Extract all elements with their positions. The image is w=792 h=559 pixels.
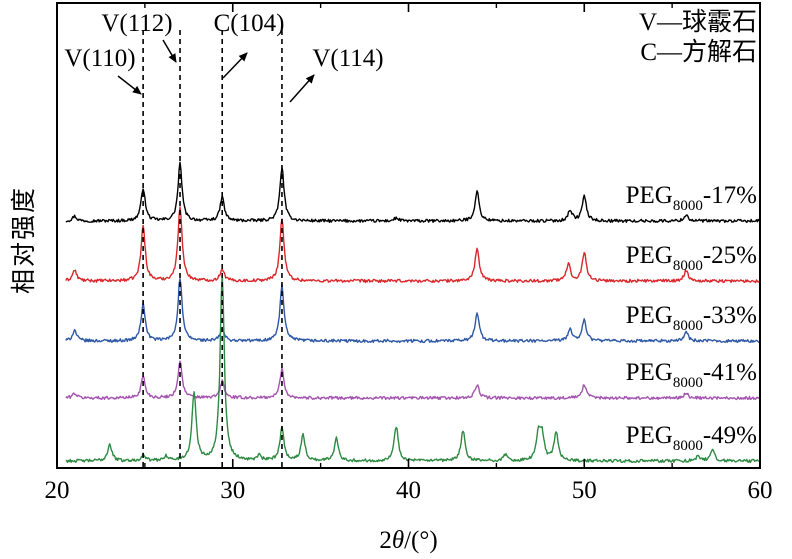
- x-tick-label: 20: [45, 477, 70, 504]
- x-tick-label: 40: [396, 477, 421, 504]
- peak-arrow-1: [117, 75, 142, 95]
- series-label-4: PEG8000-41%: [626, 359, 757, 391]
- x-tick-label: 50: [572, 477, 597, 504]
- series-line-5: [65, 274, 760, 464]
- peak-arrow-4: [289, 74, 315, 103]
- series-line-3: [65, 278, 761, 344]
- x-axis-title: 2θ/(°): [379, 527, 437, 554]
- legend-entry-1: V—球霰石: [639, 8, 757, 36]
- peak-arrow-3: [222, 52, 248, 79]
- peak-label-4: V(114): [312, 45, 383, 72]
- series-line-2: [65, 206, 761, 284]
- legend-entry-2: C—方解石: [640, 38, 757, 66]
- peak-arrow-2: [162, 39, 177, 63]
- series-label-3: PEG8000-33%: [626, 302, 757, 334]
- y-axis-title: 相对强度: [10, 186, 38, 294]
- series-label-5: PEG8000-49%: [626, 422, 757, 454]
- x-tick-label: 30: [220, 477, 245, 504]
- peak-label-1: V(110): [64, 45, 135, 72]
- peak-label-2: V(112): [101, 10, 172, 37]
- chart-text: PEG8000-17% PEG8000-25% PEG8000-33% PEG8000…: [10, 8, 773, 554]
- x-tick-label: 60: [748, 477, 773, 504]
- series-line-4: [65, 360, 761, 401]
- series-label-1: PEG8000-17%: [626, 182, 757, 214]
- peak-label-3: C(104): [214, 10, 285, 37]
- plot-frame: [56, 2, 761, 469]
- plot-area: [65, 30, 761, 468]
- series-line-1: [65, 161, 761, 224]
- series-label-2: PEG8000-25%: [626, 242, 757, 274]
